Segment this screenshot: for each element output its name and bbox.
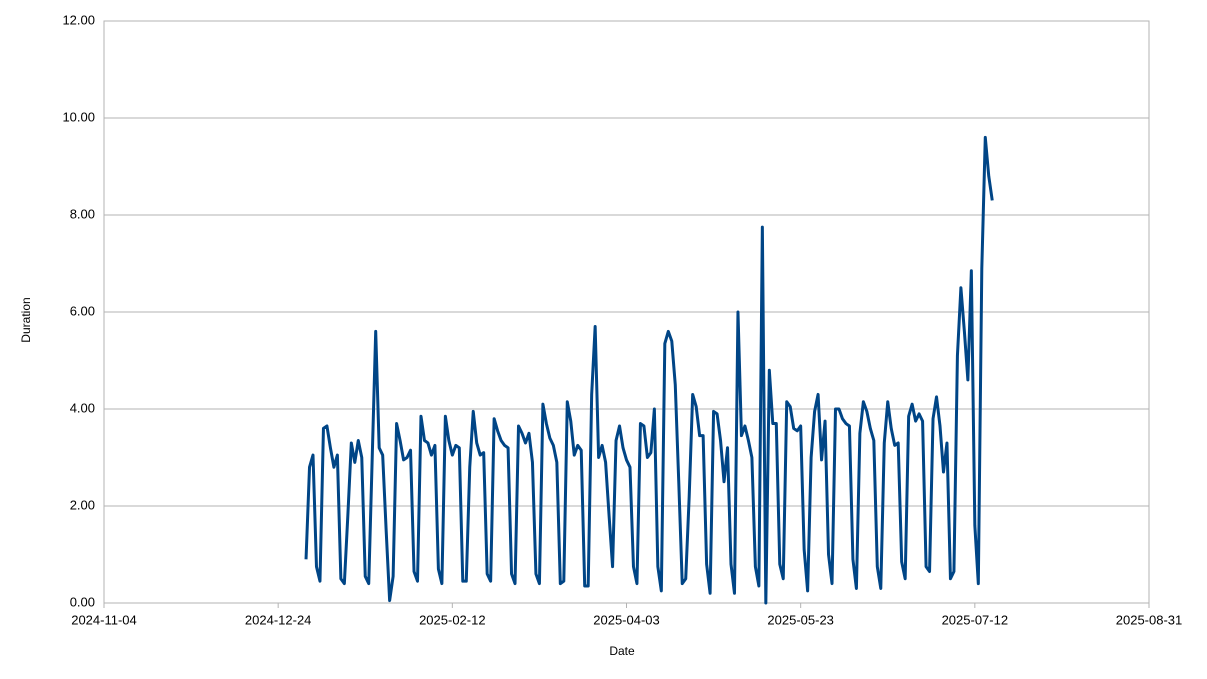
- x-tick-label: 2025-07-12: [942, 612, 1009, 627]
- y-tick-label: 6.00: [70, 303, 95, 318]
- data-line: [304, 135, 994, 605]
- x-axis-label: Date: [609, 644, 635, 658]
- y-tick-label: 8.00: [70, 206, 95, 221]
- y-tick-label: 0.00: [70, 594, 95, 609]
- y-tick-label: 10.00: [62, 109, 95, 124]
- y-tick-label: 12.00: [62, 12, 95, 27]
- y-tick-label: 2.00: [70, 497, 95, 512]
- x-tick-label: 2024-11-04: [71, 612, 137, 627]
- x-tick-label: 2025-02-12: [419, 612, 486, 627]
- x-tick-label: 2024-12-24: [245, 612, 312, 627]
- y-axis-label: Duration: [19, 297, 33, 342]
- y-tick-label: 4.00: [70, 400, 95, 415]
- x-tick-label: 2025-08-31: [1116, 612, 1183, 627]
- x-tick-label: 2025-04-03: [593, 612, 660, 627]
- x-tick-label: 2025-05-23: [767, 612, 834, 627]
